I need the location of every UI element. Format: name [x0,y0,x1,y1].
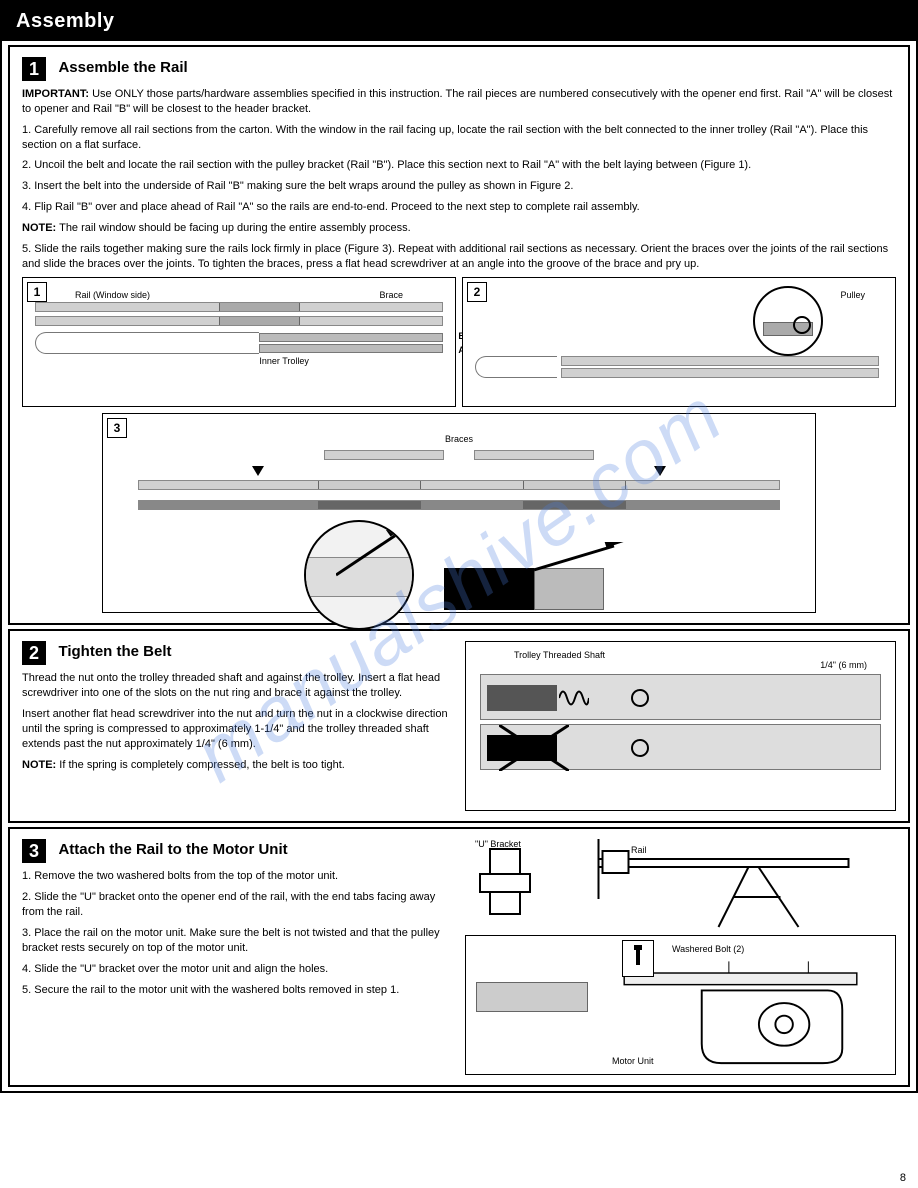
fig1-rail1 [35,302,443,312]
fig2-loop [475,356,557,378]
fig2-rail-bot [561,368,879,378]
step-number-2: 2 [22,641,46,665]
s3-step4-t: Slide the "U" bracket over the motor uni… [34,963,328,975]
fig1-belt-loop: B A [35,332,259,354]
spring-icon [559,685,589,711]
fig-motor-rail-end [472,942,592,1068]
fig3-detail-circle [304,520,414,630]
s2-note-label: NOTE: [22,759,56,771]
step-number-3: 3 [22,839,46,863]
fig3-rail-joined1 [138,480,781,490]
fig-u-bracket: "U" Bracket [465,839,555,929]
s1-note-label: NOTE: [22,222,56,234]
s2-p2: Insert another flat head screwdriver int… [22,707,453,752]
s1-step4: 4. Flip Rail "B" over and place ahead of… [22,200,896,215]
s3-step5: 5. Secure the rail to the motor unit wit… [22,983,453,998]
fig3-num: 3 [107,418,127,438]
fig-s2-label-shaft: Trolley Threaded Shaft [514,650,887,660]
fig1-rail-b [259,333,442,342]
intro-text: Use ONLY those parts/hardware assemblies… [22,88,892,115]
label-motor: Motor Unit [612,1056,654,1066]
fig-motor-attach: Washered Bolt (2) Motor Unit [465,935,896,1075]
s1-step2: 2. Uncoil the belt and locate the rail s… [22,158,896,173]
screwdriver-icon [534,542,624,572]
arrow-down-icon [654,466,666,476]
s1-step1-t: Carefully remove all rail sections from … [22,124,868,151]
label-rail: Rail [631,845,647,855]
intro-bold: IMPORTANT: [22,88,89,100]
fig2-rail-top [561,356,879,366]
label-u-bracket: "U" Bracket [475,839,521,849]
screwdriver-icon [336,530,406,580]
step-title-2: Tighten the Belt [58,643,171,660]
fig3-brace1 [324,450,444,460]
s1-step1: 1. Carefully remove all rail sections fr… [22,123,896,153]
fig2-label-pulley: Pulley [840,290,865,300]
s3-step5-t: Secure the rail to the motor unit with t… [34,984,399,996]
s3-step4: 4. Slide the "U" bracket over the motor … [22,962,453,977]
s1-step5: 5. Slide the rails together making sure … [22,242,896,272]
arrow-down-icon [252,466,264,476]
section-attach-rail: 3 Attach the Rail to the Motor Unit 1. R… [8,827,910,1087]
fig1-label-rail: Rail (Window side) [75,290,150,300]
fig1-rail2 [35,316,443,326]
fig-s2-wrong [480,724,881,770]
section-assemble-rail: 1 Assemble the Rail IMPORTANT: Use ONLY … [8,45,910,625]
page-number: 8 [900,1172,906,1184]
fig-rail-on-sawhorse: Rail [561,839,896,929]
fig3-brace2 [474,450,594,460]
s1-step4-t: Flip Rail "B" over and place ahead of Ra… [34,201,639,213]
s3-step2: 2. Slide the "U" bracket onto the opener… [22,890,453,920]
figure-2: 2 Pulley [462,277,896,407]
s1-step3-t: Insert the belt into the underside of Ra… [34,180,573,192]
step-number-1: 1 [22,57,46,81]
fig1-label-trolley: Inner Trolley [259,356,443,366]
sawhorse-icon [561,839,896,929]
s1-step2-t: Uncoil the belt and locate the rail sect… [34,159,751,171]
figure-1: 1 Rail (Window side) Brace B A Inner Tro… [22,277,456,407]
step-title-1: Assemble the Rail [58,59,187,76]
s3-step2-t: Slide the "U" bracket onto the opener en… [22,891,435,918]
bolt-callout [622,940,654,977]
s1-note: The rail window should be facing up duri… [59,222,411,234]
step-title-3: Attach the Rail to the Motor Unit [58,841,287,858]
fig3-label-braces: Braces [117,434,801,444]
fig1-num: 1 [27,282,47,302]
s3-step1-t: Remove the two washered bolts from the t… [34,870,338,882]
figure-belt-tension: Trolley Threaded Shaft 1/4" (6 mm) [465,641,896,811]
section3-text: 1. Remove the two washered bolts from th… [22,869,453,997]
s3-step3-t: Place the rail on the motor unit. Make s… [22,927,440,954]
fig3-side-detail [444,550,614,610]
fig-s2-dim: 1/4" (6 mm) [820,660,867,670]
s3-step3: 3. Place the rail on the motor unit. Mak… [22,926,453,956]
s1-step3: 3. Insert the belt into the underside of… [22,179,896,194]
s2-p1: Thread the nut onto the trolley threaded… [22,671,453,701]
fig1-label-brace: Brace [379,290,403,300]
s2-note: If the spring is completely compressed, … [59,759,345,771]
s3-step1: 1. Remove the two washered bolts from th… [22,869,453,884]
fig1-rail-a [259,344,442,353]
figure-3: 3 Braces [102,413,816,613]
fig3-rail-joined2 [138,500,781,510]
bolt-icon [631,945,645,967]
section2-text: Thread the nut onto the trolley threaded… [22,671,453,772]
section1-text: IMPORTANT: Use ONLY those parts/hardware… [22,87,896,271]
cross-out-icon [499,725,569,771]
label-bolt: Washered Bolt (2) [672,944,744,954]
fig-s2-correct [480,674,881,720]
section-tighten-belt: 2 Tighten the Belt Thread the nut onto t… [8,629,910,823]
page-frame: Assembly 1 Assemble the Rail IMPORTANT: … [0,0,918,1093]
page-header: Assembly [2,2,916,41]
fig2-detail-circle [753,286,823,356]
u-bracket-icon [465,839,555,929]
